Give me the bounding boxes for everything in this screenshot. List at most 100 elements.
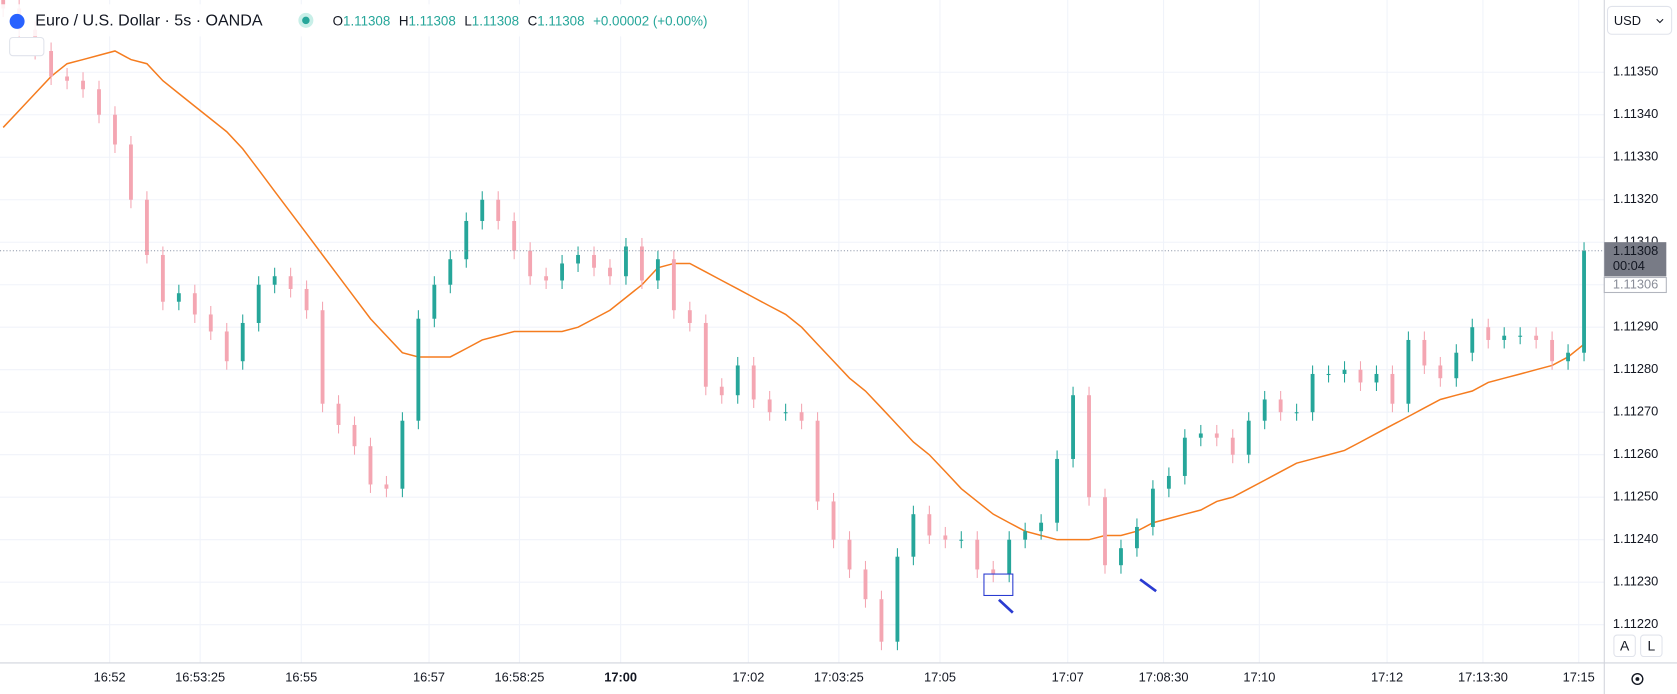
candle-body — [224, 331, 229, 362]
last-price-label: 1.11308 — [1613, 243, 1658, 258]
candle-body — [991, 569, 996, 574]
y-tick-label: 1.11320 — [1613, 191, 1658, 206]
ohlc-legend: O1.11308 H1.11308 L1.11308 C1.11308 +0.00002… — [333, 13, 708, 28]
candle-body — [416, 318, 421, 421]
x-tick-label: 16:53:25 — [175, 669, 225, 684]
candle-body — [751, 365, 756, 400]
candle-body — [831, 501, 836, 540]
currency-button[interactable] — [1606, 5, 1673, 35]
candle-body — [1246, 420, 1251, 455]
x-tick-label: 17:08:30 — [1139, 669, 1189, 684]
plot-area — [0, 0, 1605, 651]
currency-label[interactable]: USD — [1614, 13, 1641, 28]
candle-body — [544, 276, 549, 281]
candle-body — [927, 514, 932, 536]
candle-body — [1007, 539, 1012, 574]
y-tick-label: 1.11260 — [1613, 446, 1658, 461]
price-line-label: 1.11306 — [1613, 276, 1658, 291]
candle-body — [97, 89, 101, 115]
candle-body — [272, 276, 277, 285]
symbol-icon[interactable] — [9, 13, 25, 29]
log-button[interactable] — [1640, 634, 1663, 658]
legend-close: 1.11308 — [537, 13, 584, 28]
candle-body — [1, 0, 6, 9]
x-tick-label: 16:57 — [413, 669, 445, 684]
candle-body — [1422, 339, 1427, 366]
currency-caret — [1656, 18, 1664, 24]
legend-change: +0.00002 (+0.00%) — [593, 13, 707, 28]
candle-body — [352, 424, 357, 447]
x-tick-label: 17:05 — [924, 669, 956, 684]
candle-body — [959, 539, 964, 541]
legend-h: H — [399, 13, 409, 28]
legend-c: C — [528, 13, 538, 28]
candle-body — [304, 288, 309, 311]
candle-body — [1502, 335, 1507, 340]
y-tick-label: 1.11270 — [1613, 404, 1658, 419]
candle-body — [719, 386, 724, 396]
candle-body — [81, 80, 85, 90]
candle-body — [176, 293, 181, 302]
candle-body — [528, 250, 533, 277]
candle-body — [1582, 250, 1586, 353]
candle-body — [1342, 369, 1347, 374]
candle-body — [1310, 373, 1315, 413]
candle-body — [879, 599, 884, 642]
grid — [0, 0, 1605, 663]
candle-body — [1214, 433, 1219, 438]
candle-body — [943, 535, 948, 540]
candle-body — [1262, 399, 1267, 421]
candle-body — [113, 114, 117, 145]
candle-body — [1023, 531, 1028, 540]
legend-o: O — [333, 13, 343, 28]
candle-body — [767, 399, 772, 413]
log-button-label[interactable]: L — [1647, 638, 1655, 654]
candle-body — [1135, 526, 1139, 549]
candle-body — [1166, 475, 1171, 489]
candle-body — [400, 420, 405, 489]
legend-high: 1.11308 — [409, 13, 456, 28]
x-tick-label: 17:15 — [1563, 669, 1595, 684]
legend-l: L — [464, 13, 471, 28]
y-tick-label: 1.11350 — [1613, 64, 1658, 79]
auto-button[interactable] — [1613, 634, 1636, 658]
settings-icon-dot — [1635, 677, 1640, 681]
price-line-badge — [1603, 276, 1667, 294]
candle-body — [671, 259, 676, 311]
x-tick-label: 17:03:25 — [814, 669, 864, 684]
collapse-button[interactable] — [9, 36, 45, 57]
candle-body — [384, 484, 389, 489]
candle-body — [1326, 373, 1331, 376]
candle-body — [256, 284, 261, 323]
candle-body — [799, 412, 804, 421]
legend-open: 1.11308 — [343, 13, 390, 28]
y-tick-label: 1.11250 — [1613, 489, 1658, 504]
candle-body — [208, 314, 213, 332]
candle-body — [1550, 339, 1555, 362]
candle-body — [129, 144, 133, 200]
candle-body — [735, 365, 740, 396]
settings-icon[interactable] — [1631, 672, 1644, 686]
candle-body — [336, 403, 341, 425]
candle-body — [1294, 412, 1299, 414]
candle-body — [1071, 395, 1075, 459]
candle-body — [240, 322, 245, 362]
x-tick-label: 16:55 — [285, 669, 317, 684]
candle-body — [1119, 548, 1123, 566]
auto-button-label[interactable]: A — [1620, 638, 1630, 654]
candle-body — [480, 199, 485, 221]
candle-body — [608, 267, 612, 277]
candle-body — [847, 539, 852, 570]
symbol-title[interactable]: Euro / U.S. Dollar · 5s · OANDA — [35, 12, 263, 30]
drawing-rectangle — [983, 573, 1014, 597]
candle-body — [975, 539, 980, 570]
candle-body — [895, 556, 900, 642]
candle-body — [687, 310, 692, 323]
candle-body — [448, 259, 453, 285]
candle-body — [1486, 327, 1491, 340]
candle-body — [1230, 437, 1235, 455]
candle-body — [1358, 369, 1363, 383]
candle-body — [65, 76, 69, 81]
y-tick-label: 1.11230 — [1613, 574, 1658, 589]
candle-body — [1055, 458, 1060, 523]
